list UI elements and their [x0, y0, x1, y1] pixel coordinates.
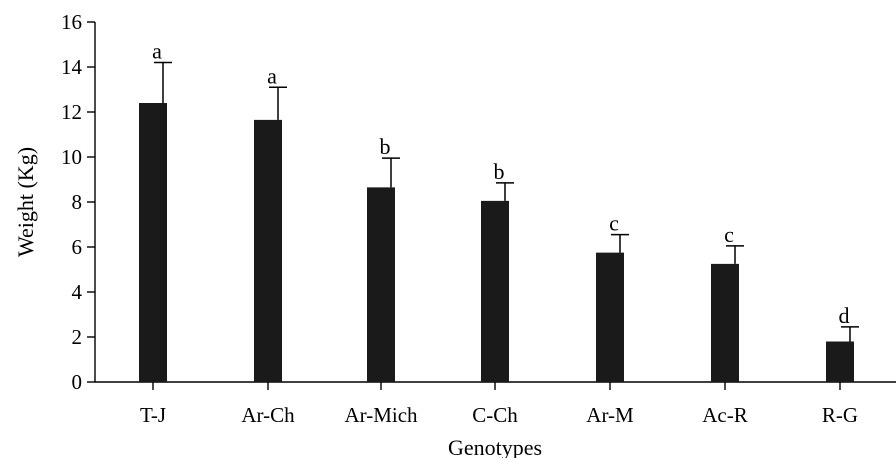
- bar: [254, 119, 282, 382]
- x-axis: [95, 381, 896, 390]
- x-tick-label: T-J: [140, 403, 166, 427]
- y-axis: 0 2 4 6 8 10 12 14 16: [61, 10, 96, 394]
- significance-letter: b: [380, 134, 391, 159]
- significance-letter: a: [152, 39, 162, 64]
- y-tick-label: 0: [72, 370, 83, 394]
- significance-letter: d: [839, 303, 850, 328]
- labels-group: T-J a Ar-Ch a Ar-Mich b C-Ch b Ar-M c Ac-R c R-G d: [140, 39, 858, 428]
- y-tick-label: 10: [61, 145, 82, 169]
- y-tick-label: 8: [72, 190, 83, 214]
- significance-letter: c: [609, 211, 619, 236]
- x-axis-title: Genotypes: [448, 435, 542, 458]
- bar: [596, 252, 624, 382]
- y-tick-label: 4: [72, 280, 83, 304]
- bar: [481, 200, 509, 382]
- x-tick-label: Ar-M: [586, 403, 634, 427]
- bar: [826, 341, 854, 382]
- y-tick-label: 16: [61, 10, 82, 34]
- y-tick-label: 2: [72, 325, 83, 349]
- y-tick-label: 6: [72, 235, 83, 259]
- bars-group: [139, 103, 854, 382]
- significance-letter: c: [724, 222, 734, 247]
- bar: [367, 187, 395, 382]
- y-tick-label: 12: [61, 100, 82, 124]
- x-tick-label: R-G: [822, 403, 858, 427]
- y-axis-title: Weight (Kg): [13, 147, 38, 257]
- x-tick-label: C-Ch: [472, 403, 518, 427]
- bar: [711, 263, 739, 382]
- significance-letter: b: [494, 159, 505, 184]
- bar: [139, 103, 167, 382]
- significance-letter: a: [267, 63, 277, 88]
- error-bars-group: [154, 61, 859, 342]
- x-tick-label: Ar-Mich: [344, 403, 418, 427]
- x-tick-label: Ac-R: [702, 403, 748, 427]
- x-tick-label: Ar-Ch: [241, 403, 295, 427]
- y-tick-label: 14: [61, 55, 83, 79]
